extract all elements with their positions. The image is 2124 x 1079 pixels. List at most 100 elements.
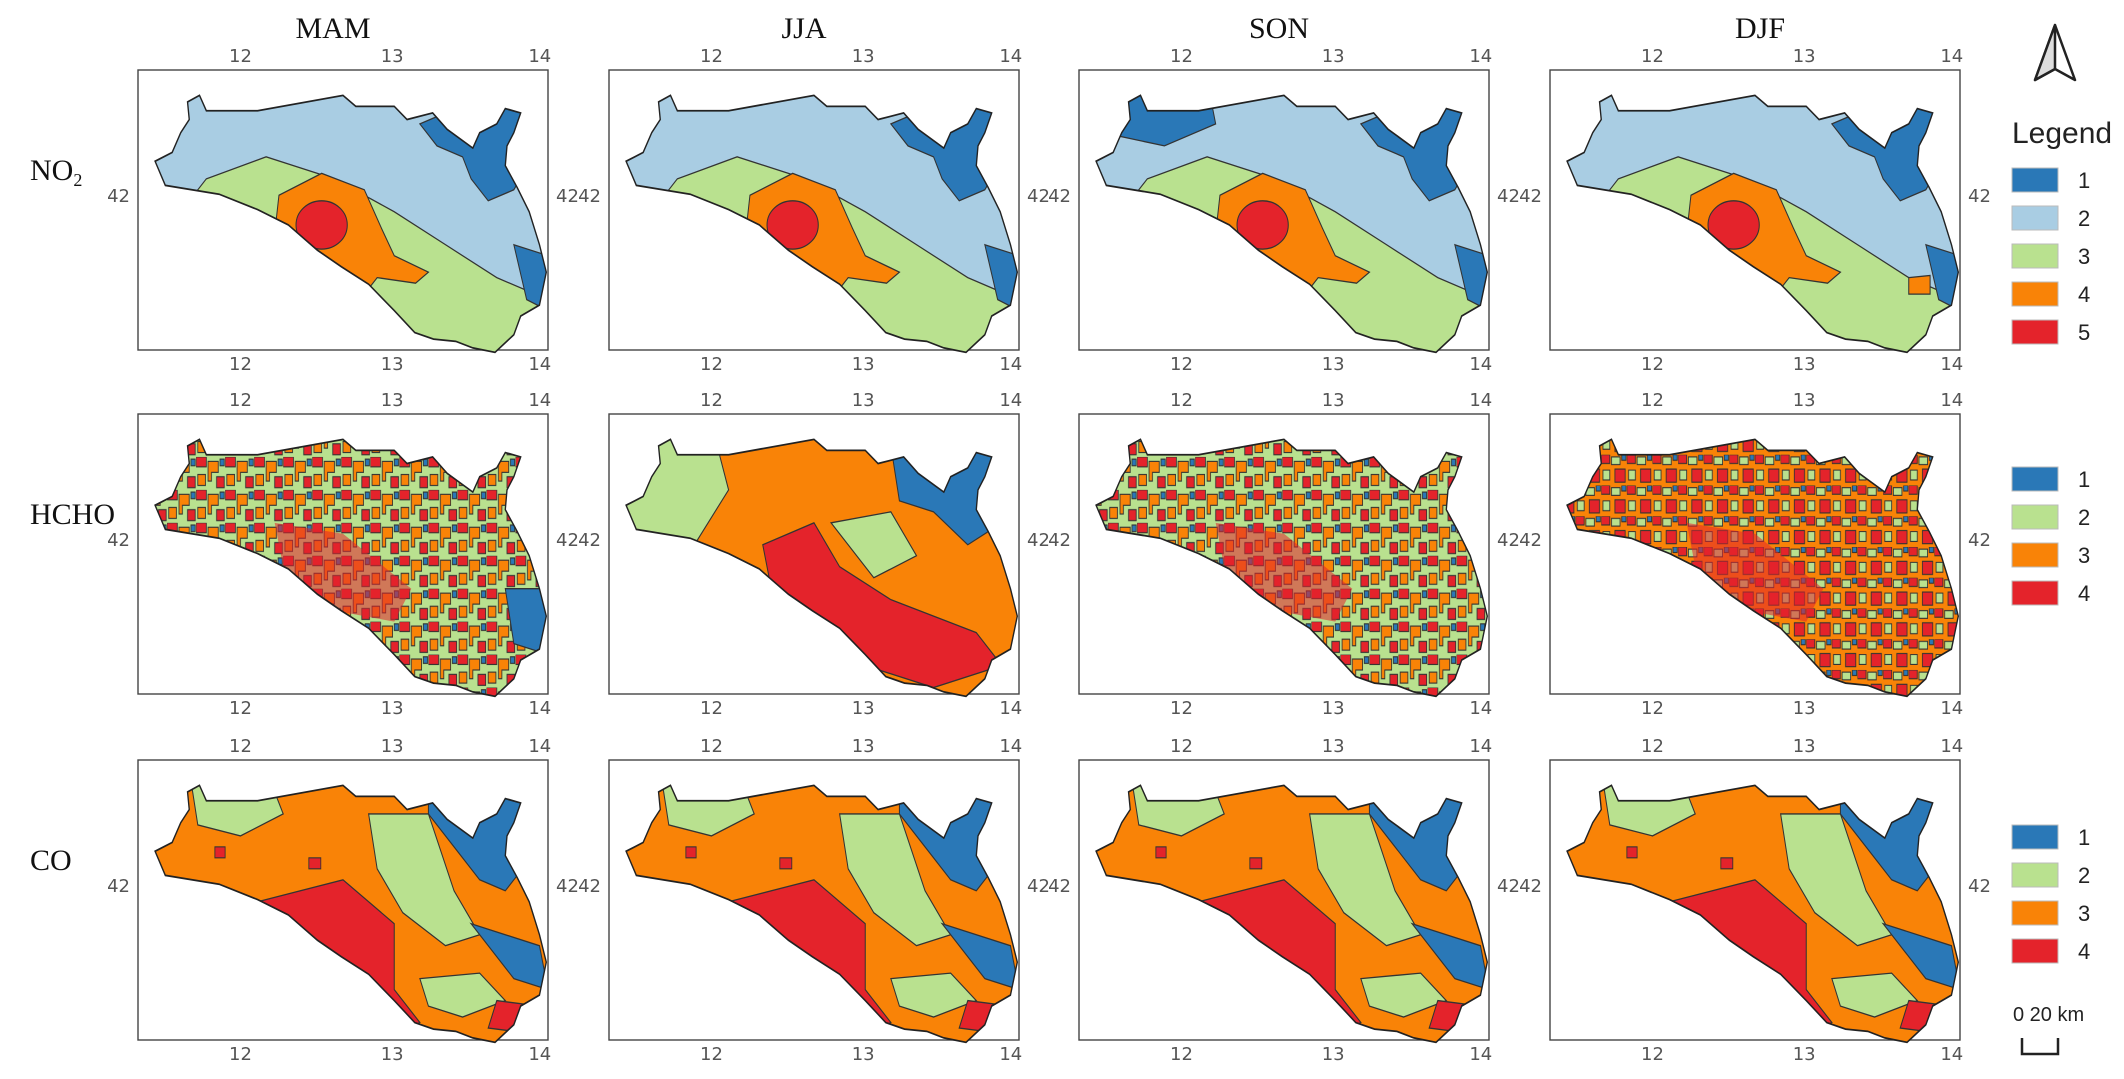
legend-label: 2 — [2078, 505, 2090, 530]
lon-tick-top: 12 — [1170, 390, 1193, 411]
lon-tick-bottom: 12 — [1641, 354, 1664, 375]
row-label-2: CO — [30, 844, 72, 877]
map-panel-mam-row2: 12 12 13 13 14 14 42 42 — [107, 390, 579, 719]
legend-swatch — [2011, 580, 2059, 606]
lon-tick-top: 13 — [381, 736, 404, 757]
lon-tick-bottom: 12 — [700, 1044, 723, 1065]
lat-tick-left: 42 — [107, 530, 130, 551]
lon-tick-top: 12 — [229, 390, 252, 411]
row-label-subscript: 2 — [73, 170, 82, 190]
season-header-mam: MAM — [295, 12, 370, 45]
lat-tick-right: 42 — [1027, 876, 1050, 897]
season-header-jja: JJA — [781, 12, 826, 45]
lon-tick-bottom: 13 — [1322, 698, 1345, 719]
scale-bar-label: 0 20 km — [2013, 1004, 2084, 1026]
lat-tick-right: 42 — [1497, 186, 1520, 207]
lon-tick-bottom: 14 — [999, 1044, 1022, 1065]
legend-swatch — [2011, 824, 2059, 850]
legend-label: 1 — [2078, 825, 2090, 850]
lon-tick-top: 12 — [700, 390, 723, 411]
lat-tick-left: 42 — [1519, 530, 1542, 551]
legend-swatch — [2011, 167, 2059, 193]
lon-tick-top: 14 — [1469, 46, 1492, 67]
legend-swatch — [2011, 319, 2059, 345]
lon-tick-bottom: 13 — [1793, 1044, 1816, 1065]
season-header-son: SON — [1249, 12, 1309, 45]
lat-tick-right: 42 — [1027, 530, 1050, 551]
lon-tick-bottom: 13 — [852, 698, 875, 719]
lon-tick-bottom: 14 — [1469, 698, 1492, 719]
lon-tick-top: 14 — [999, 46, 1022, 67]
legend-label: 4 — [2078, 939, 2090, 964]
lon-tick-bottom: 12 — [229, 354, 252, 375]
row-label-main: NO — [30, 154, 73, 187]
lon-tick-bottom: 13 — [381, 698, 404, 719]
lon-tick-top: 12 — [1170, 736, 1193, 757]
map-panel-jja-row1: 12 12 13 13 14 14 42 42 — [578, 46, 1050, 375]
lon-tick-bottom: 14 — [528, 354, 551, 375]
lon-tick-top: 12 — [1641, 736, 1664, 757]
season-header-djf: DJF — [1735, 12, 1785, 45]
map-panel-jja-row2: 12 12 13 13 14 14 42 42 — [578, 390, 1050, 719]
legend-swatch — [2011, 205, 2059, 231]
map-panel-son-row3: 12 12 13 13 14 14 42 42 — [1048, 736, 1520, 1065]
lon-tick-bottom: 12 — [1170, 698, 1193, 719]
legend-no2: 1 2 3 4 5 — [2011, 167, 2090, 345]
map-panel-djf-row1: 12 12 13 13 14 14 42 42 — [1519, 46, 1991, 375]
lat-tick-left: 42 — [107, 876, 130, 897]
lon-tick-top: 14 — [1940, 46, 1963, 67]
lon-tick-bottom: 13 — [1322, 1044, 1345, 1065]
lon-tick-top: 13 — [852, 46, 875, 67]
lon-tick-top: 12 — [229, 736, 252, 757]
map-panel-djf-row3: 12 12 13 13 14 14 42 42 — [1519, 736, 1991, 1065]
legend-swatch — [2011, 504, 2059, 530]
lon-tick-bottom: 14 — [1940, 1044, 1963, 1065]
lon-tick-bottom: 12 — [1170, 1044, 1193, 1065]
legend-label: 2 — [2078, 206, 2090, 231]
lat-tick-right: 42 — [1968, 530, 1991, 551]
lon-tick-top: 12 — [229, 46, 252, 67]
legend-label: 4 — [2078, 282, 2090, 307]
row-label-main: HCHO — [30, 498, 115, 531]
scale-bar: 0 20 km — [2013, 1004, 2084, 1056]
legend-swatch — [2011, 862, 2059, 888]
lon-tick-bottom: 13 — [381, 1044, 404, 1065]
map-panel-djf-row2: 12 12 13 13 14 14 42 42 — [1519, 390, 1991, 719]
lat-tick-left: 42 — [1048, 876, 1071, 897]
lat-tick-right: 42 — [1968, 186, 1991, 207]
lat-tick-left: 42 — [1048, 186, 1071, 207]
legend-label: 3 — [2078, 901, 2090, 926]
lon-tick-bottom: 14 — [528, 698, 551, 719]
row-label-main: CO — [30, 844, 72, 877]
lat-tick-left: 42 — [578, 530, 601, 551]
row-label-1: HCHO — [30, 498, 115, 531]
lon-tick-bottom: 13 — [381, 354, 404, 375]
lon-tick-top: 14 — [1940, 736, 1963, 757]
lat-tick-right: 42 — [1497, 530, 1520, 551]
legend-label: 2 — [2078, 863, 2090, 888]
lon-tick-top: 14 — [528, 736, 551, 757]
lon-tick-top: 14 — [1469, 390, 1492, 411]
lon-tick-bottom: 13 — [1793, 698, 1816, 719]
lon-tick-top: 14 — [999, 390, 1022, 411]
lat-tick-left: 42 — [1048, 530, 1071, 551]
legend-hcho: 1 2 3 4 — [2011, 466, 2090, 606]
lon-tick-top: 14 — [528, 390, 551, 411]
lon-tick-bottom: 13 — [1793, 354, 1816, 375]
lon-tick-top: 13 — [381, 390, 404, 411]
lon-tick-top: 12 — [1170, 46, 1193, 67]
lon-tick-top: 13 — [852, 736, 875, 757]
lat-tick-right: 42 — [1968, 876, 1991, 897]
legend-label: 1 — [2078, 168, 2090, 193]
lat-tick-right: 42 — [556, 186, 579, 207]
north-arrow-icon — [2033, 23, 2077, 82]
lat-tick-left: 42 — [1519, 186, 1542, 207]
lat-tick-right: 42 — [1027, 186, 1050, 207]
legend-swatch — [2011, 281, 2059, 307]
lon-tick-top: 13 — [1322, 736, 1345, 757]
lon-tick-top: 14 — [528, 46, 551, 67]
lon-tick-top: 13 — [1793, 736, 1816, 757]
lon-tick-top: 13 — [852, 390, 875, 411]
lon-tick-top: 12 — [700, 736, 723, 757]
